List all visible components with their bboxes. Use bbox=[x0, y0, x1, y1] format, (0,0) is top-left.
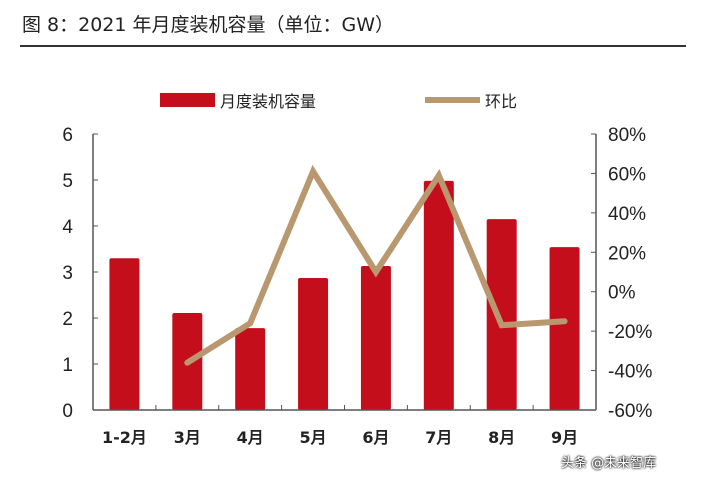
right-tick-label: 80% bbox=[608, 125, 646, 146]
x-tick-label: 6月 bbox=[362, 428, 389, 447]
right-tick-label: 60% bbox=[608, 164, 646, 185]
bar-6月 bbox=[360, 266, 391, 410]
left-tick-label: 3 bbox=[62, 263, 73, 284]
legend-bar-label: 月度装机容量 bbox=[220, 92, 316, 111]
left-tick-label: 5 bbox=[62, 171, 73, 192]
legend-bar-swatch bbox=[160, 93, 215, 107]
x-tick-label: 1-2月 bbox=[102, 428, 147, 447]
x-tick-label: 9月 bbox=[551, 428, 578, 447]
bar-7月 bbox=[423, 180, 454, 410]
bar-4月 bbox=[235, 328, 266, 410]
left-tick-label: 6 bbox=[62, 125, 73, 146]
right-tick-label: -60% bbox=[608, 401, 652, 422]
x-tick-label: 7月 bbox=[425, 428, 452, 447]
x-tick-label: 4月 bbox=[237, 428, 264, 447]
bar-5月 bbox=[298, 277, 329, 410]
bar-1-2月 bbox=[109, 258, 140, 410]
x-tick-label: 5月 bbox=[299, 428, 326, 447]
x-tick-label: 8月 bbox=[488, 428, 515, 447]
watermark: 头条 @未来智库 bbox=[561, 456, 657, 471]
right-tick-label: 0% bbox=[608, 283, 636, 304]
right-tick-label: 20% bbox=[608, 243, 646, 264]
title-rule bbox=[20, 45, 686, 47]
figure-title: 图 8：2021 年月度装机容量（单位：GW） bbox=[22, 14, 395, 36]
left-tick-label: 4 bbox=[62, 217, 73, 238]
x-tick-label: 3月 bbox=[174, 428, 201, 447]
left-tick-label: 0 bbox=[62, 401, 73, 422]
bar-8月 bbox=[486, 219, 517, 410]
left-tick-label: 1 bbox=[62, 355, 73, 376]
bar-9月 bbox=[549, 247, 580, 410]
right-tick-label: -20% bbox=[608, 322, 652, 343]
left-tick-label: 2 bbox=[62, 309, 73, 330]
right-tick-label: 40% bbox=[608, 204, 646, 225]
right-tick-label: -40% bbox=[608, 362, 652, 383]
legend-line-label: 环比 bbox=[485, 92, 517, 111]
